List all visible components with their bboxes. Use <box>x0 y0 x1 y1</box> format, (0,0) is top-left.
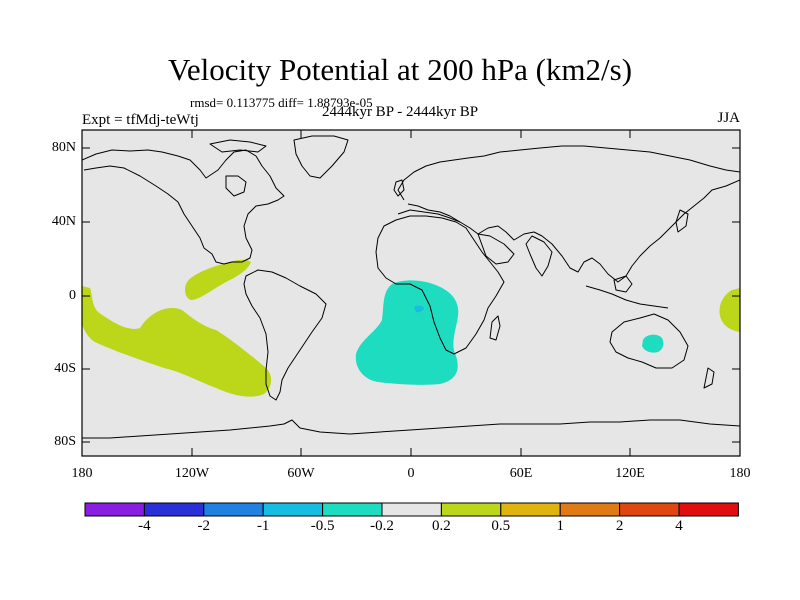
negative-region-africa-atlantic <box>355 280 459 385</box>
positive-region-south-pacific <box>82 286 272 397</box>
axis-ticks <box>81 130 741 456</box>
period-label: 2444kyr BP - 2444kyr BP <box>321 104 479 120</box>
lat-label-80n: 80N <box>51 140 76 155</box>
coast-south-america <box>243 269 327 401</box>
colorbar-label: 0.5 <box>491 518 511 534</box>
coast-hudson <box>225 175 247 197</box>
experiment-label: Expt = tfMdj-teWtj <box>82 112 199 128</box>
colorbar-box-1 <box>143 502 205 517</box>
lat-label-80s: 80S <box>54 434 76 449</box>
coast-uk <box>393 179 405 197</box>
coast-india <box>525 235 553 277</box>
colorbar-label: -4 <box>138 518 151 534</box>
page-title: Velocity Potential at 200 hPa (km2/s) <box>167 52 633 87</box>
coast-borneo <box>613 275 633 293</box>
positive-region-central-america <box>185 259 251 300</box>
season-label: JJA <box>717 110 740 126</box>
colorbar-label: -0.5 <box>310 518 335 534</box>
negative-medium-core <box>414 305 424 313</box>
coast-greenland <box>293 135 349 179</box>
negative-region-australia <box>642 334 664 353</box>
colorbar-box-10 <box>678 502 739 517</box>
coastlines <box>82 135 740 439</box>
shaded-regions <box>82 259 740 397</box>
colorbar <box>84 502 739 517</box>
colorbar-label: 4 <box>675 518 683 534</box>
lon-label-60w: 60W <box>287 466 315 481</box>
lat-label-40n: 40N <box>51 214 76 229</box>
stats-text: rmsd= 0.113775 diff= 1.88793e-05 <box>190 95 373 110</box>
lon-label-180w: 180 <box>71 466 93 481</box>
coast-arabia <box>477 233 515 265</box>
colorbar-label: 1 <box>556 518 564 534</box>
colorbar-box-3 <box>262 502 324 517</box>
lon-label-180e: 180 <box>729 466 751 481</box>
lon-label-120w: 120W <box>174 466 210 481</box>
positive-region-west-pacific <box>719 288 740 332</box>
lat-label-0: 0 <box>69 288 76 303</box>
coast-new-zealand <box>703 367 715 389</box>
colorbar-box-2 <box>203 502 264 517</box>
colorbar-label: -0.2 <box>370 518 394 534</box>
colorbar-box-4 <box>322 502 383 517</box>
coast-madagascar <box>489 315 501 341</box>
colorbar-label: -1 <box>256 518 270 534</box>
lon-label-120e: 120E <box>615 466 645 481</box>
colorbar-box-5 <box>381 502 442 517</box>
lon-label-0: 0 <box>407 466 415 481</box>
colorbar-label: -2 <box>197 518 211 534</box>
colorbar-label: 2 <box>615 518 624 534</box>
coast-japan <box>675 209 689 233</box>
colorbar-label: 0.2 <box>432 518 451 534</box>
lat-label-40s: 40S <box>54 361 76 376</box>
colorbar-box-6 <box>440 502 502 517</box>
colorbar-box-7 <box>500 502 561 517</box>
coast-africa <box>375 215 505 355</box>
colorbar-box-8 <box>559 502 621 517</box>
colorbar-box-0 <box>84 502 145 517</box>
coast-eurasia <box>397 145 740 201</box>
coast-mediterranean <box>397 209 461 223</box>
coast-indonesia <box>585 285 669 309</box>
coast-australia <box>609 313 689 369</box>
lon-label-60e: 60E <box>509 466 533 481</box>
coast-canadian-islands <box>209 139 267 153</box>
coast-antarctica <box>82 419 740 439</box>
colorbar-box-9 <box>619 502 680 517</box>
coast-north-america <box>82 149 285 265</box>
